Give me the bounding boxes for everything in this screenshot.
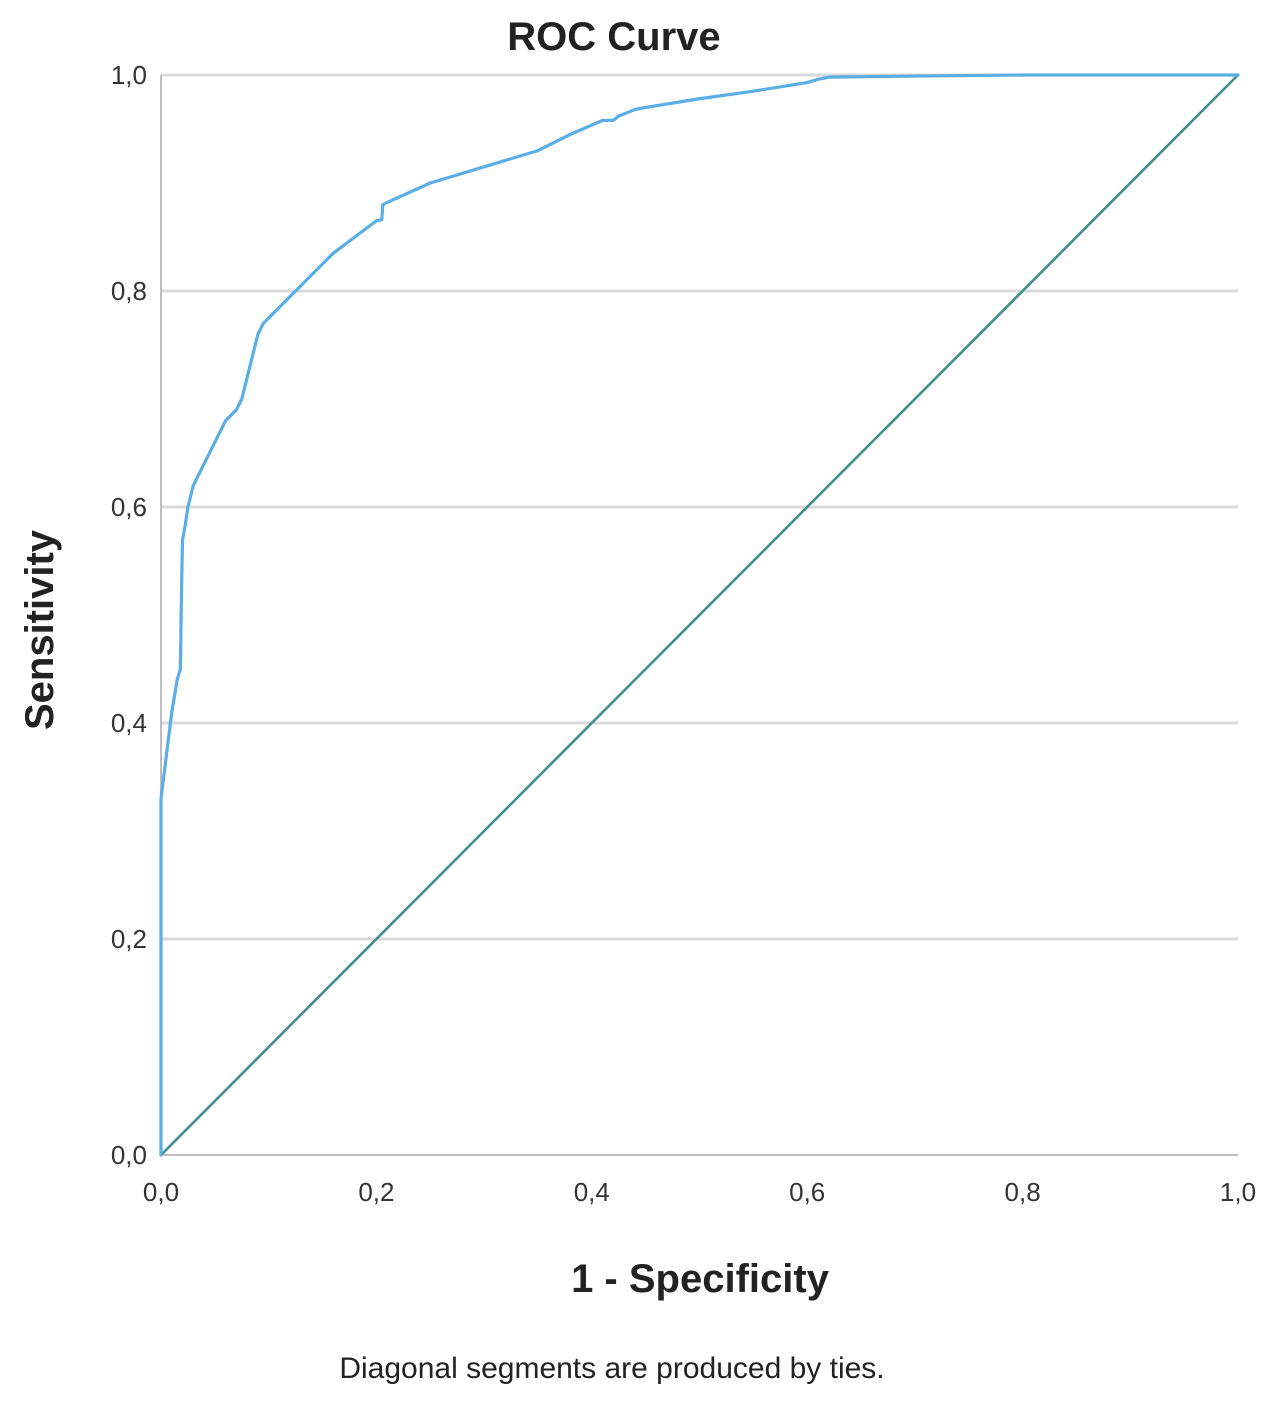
grid-lines [161, 73, 1238, 941]
roc-curve-line [159, 73, 1240, 1157]
x-tick-label: 0,0 [143, 1177, 179, 1207]
x-tick-label: 1,0 [1220, 1177, 1256, 1207]
x-tick-label: 0,4 [574, 1177, 610, 1207]
y-tick-label: 0,8 [111, 276, 147, 306]
chart-footnote: Diagonal segments are produced by ties. [339, 1352, 884, 1385]
reference-diagonal-line [159, 73, 1240, 1157]
x-tick-label: 0,6 [789, 1177, 825, 1207]
y-tick-label: 0,0 [111, 1140, 147, 1170]
y-tick-label: 1,0 [111, 60, 147, 90]
y-tick-label: 0,4 [111, 708, 147, 738]
chart-title: ROC Curve [507, 15, 720, 59]
x-axis-title: 1 - Specificity [571, 1257, 830, 1301]
y-tick-label: 0,2 [111, 924, 147, 954]
series-lines [159, 73, 1240, 1157]
y-tick-label: 0,6 [111, 492, 147, 522]
x-tick-label: 0,8 [1005, 1177, 1041, 1207]
y-axis-title: Sensitivity [18, 529, 62, 730]
x-tick-label: 0,2 [358, 1177, 394, 1207]
tick-labels: 0,0 0,2 0,4 0,6 0,8 1,0 0,0 0,2 0,4 0,6 0,8 1,0 [111, 60, 1256, 1207]
